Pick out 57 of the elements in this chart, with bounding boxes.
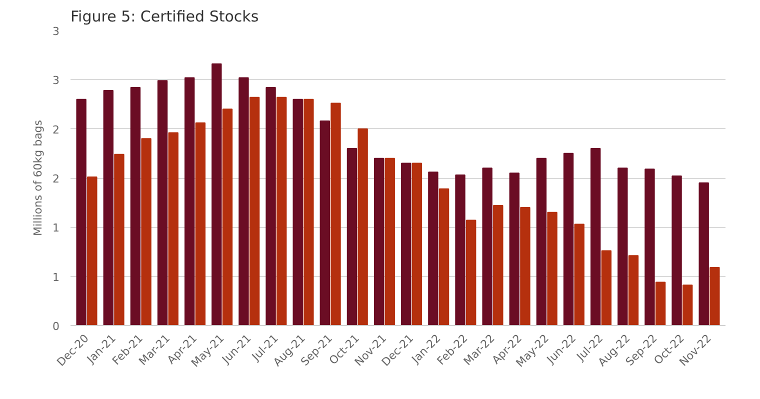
y-axis-title: Millions of 60kg bags xyxy=(32,120,44,236)
bar xyxy=(493,205,504,326)
bar xyxy=(195,122,206,326)
bar xyxy=(401,162,412,326)
bar xyxy=(628,255,639,326)
bar xyxy=(574,224,584,326)
bar xyxy=(320,120,330,326)
bar xyxy=(292,98,303,326)
y-tick-label: 1 xyxy=(52,222,60,235)
bar xyxy=(520,207,530,326)
bar xyxy=(358,128,368,326)
bar xyxy=(222,108,233,326)
bar xyxy=(590,148,601,326)
bar xyxy=(438,188,450,326)
bar xyxy=(536,158,547,326)
y-tick-label: 1 xyxy=(52,270,60,284)
bar xyxy=(618,168,628,326)
bar xyxy=(76,98,86,326)
bar xyxy=(466,220,476,326)
bar xyxy=(266,87,276,326)
y-tick-label: 0 xyxy=(52,320,60,333)
bar xyxy=(249,96,260,326)
bar xyxy=(547,212,558,326)
bar xyxy=(384,158,395,326)
bar xyxy=(698,182,709,326)
bar xyxy=(330,102,341,326)
bar xyxy=(141,138,152,326)
bar xyxy=(130,87,141,326)
bar xyxy=(374,158,384,326)
y-tick-label: 2 xyxy=(52,123,60,136)
bar xyxy=(87,176,98,326)
bar xyxy=(682,284,693,326)
bar xyxy=(157,80,168,326)
bar xyxy=(672,176,682,326)
bar xyxy=(114,154,124,326)
bar xyxy=(412,162,422,326)
y-tick-label: 3 xyxy=(52,25,60,38)
bar xyxy=(304,98,314,326)
bar xyxy=(601,250,612,326)
bar xyxy=(428,172,438,326)
bar xyxy=(103,90,114,326)
bar xyxy=(455,174,466,326)
bar xyxy=(212,63,222,326)
bar xyxy=(563,152,574,326)
y-tick-label: 2 xyxy=(52,172,60,186)
bar xyxy=(644,168,655,326)
chart-title: Figure 5: Certified Stocks xyxy=(70,8,259,26)
bar xyxy=(482,168,492,326)
bar xyxy=(184,77,195,326)
bar xyxy=(509,172,520,326)
bar xyxy=(276,96,287,326)
bar xyxy=(346,148,358,326)
y-tick-label: 3 xyxy=(52,74,60,88)
bar xyxy=(168,132,178,326)
bar xyxy=(655,282,666,326)
bar xyxy=(238,77,249,326)
bar xyxy=(710,266,720,326)
